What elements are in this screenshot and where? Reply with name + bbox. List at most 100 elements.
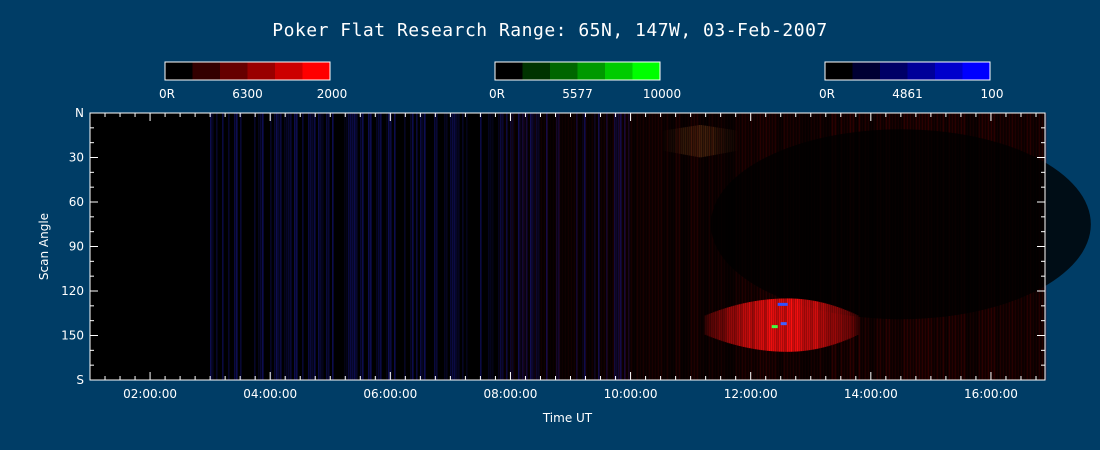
- noise-column: [420, 113, 422, 380]
- red-column: [639, 113, 642, 380]
- noise-column: [404, 113, 406, 380]
- noise-column: [576, 113, 578, 380]
- colorbar-max-label: 100: [981, 87, 1004, 101]
- red-column: [627, 113, 630, 380]
- arc-column: [706, 314, 709, 336]
- x-tick-label: 04:00:00: [243, 387, 297, 401]
- band-column: [684, 127, 687, 155]
- noise-column: [498, 113, 500, 380]
- red-column: [540, 113, 543, 380]
- noise-column: [512, 113, 514, 380]
- arc-column: [758, 300, 761, 350]
- arc-column: [796, 298, 799, 352]
- noise-column: [274, 113, 276, 380]
- noise-column: [284, 113, 286, 380]
- colorbar-max-label: 10000: [643, 87, 681, 101]
- arc-column: [730, 306, 733, 344]
- red-arc: [704, 298, 859, 352]
- arc-column: [800, 299, 803, 352]
- red-column: [558, 113, 561, 380]
- noise-column: [416, 113, 418, 380]
- red-column: [531, 113, 534, 380]
- noise-column: [258, 113, 260, 380]
- colorbar-channel-label: 5577: [562, 87, 593, 101]
- arc-column: [830, 305, 833, 346]
- noise-column: [270, 113, 272, 380]
- arc-column: [710, 312, 713, 338]
- red-column: [609, 113, 612, 380]
- red-column: [702, 113, 705, 380]
- noise-column: [520, 113, 522, 380]
- x-axis-label: Time UT: [542, 411, 593, 425]
- red-column: [690, 113, 693, 380]
- colorbar-swatch: [962, 62, 991, 80]
- x-axis: 02:00:00 04:00:00 06:00:00 08:00:00 10:00:00…: [89, 113, 1037, 401]
- noise-column: [606, 113, 608, 380]
- band-column: [702, 125, 705, 157]
- blue-spot: [777, 302, 788, 306]
- arc-column: [732, 305, 735, 345]
- band-column: [663, 131, 665, 151]
- noise-column: [310, 113, 312, 380]
- arc-column: [820, 302, 823, 348]
- red-column: [699, 113, 702, 380]
- band-column: [718, 127, 721, 155]
- arc-column: [728, 306, 731, 344]
- red-column: [567, 113, 570, 380]
- arc-column: [850, 312, 853, 338]
- arc-column: [776, 298, 779, 352]
- red-column: [597, 113, 600, 380]
- arc-column: [802, 299, 805, 351]
- band-column: [732, 129, 735, 152]
- band-column: [737, 131, 739, 151]
- arc-column: [708, 313, 711, 337]
- colorbar-5577: 0R 5577 10000: [489, 61, 681, 101]
- colorbar-swatch: [550, 62, 578, 80]
- colorbar-6300: 0R 6300 2000: [159, 61, 348, 101]
- red-column: [522, 113, 525, 380]
- noise-column: [522, 113, 524, 380]
- colorbar-channel-label: 6300: [232, 87, 263, 101]
- band-column: [716, 127, 719, 155]
- noise-column: [456, 113, 458, 380]
- noise-column: [488, 113, 490, 380]
- red-column: [510, 113, 513, 380]
- y-tick-label: 150: [61, 329, 84, 343]
- noise-column: [462, 113, 464, 380]
- noise-column: [526, 113, 528, 380]
- red-column: [546, 113, 549, 380]
- red-column: [687, 113, 690, 380]
- colorbar-frame: [824, 61, 991, 81]
- noise-column: [446, 113, 448, 380]
- y-axis: N 30 60 90 120 150 S: [61, 106, 1045, 387]
- red-column: [708, 113, 711, 380]
- red-column: [714, 113, 717, 380]
- arc-column: [734, 305, 737, 345]
- colorbar-swatch: [522, 62, 551, 80]
- noise-column: [350, 113, 352, 380]
- red-column: [594, 113, 597, 380]
- colorbar-min-label: 0R: [489, 87, 505, 101]
- band-column: [712, 126, 715, 156]
- colorbar-max-label: 2000: [317, 87, 348, 101]
- noise-column: [318, 113, 320, 380]
- noise-column: [260, 113, 262, 380]
- red-column: [570, 113, 573, 380]
- band-column: [714, 127, 717, 155]
- red-column: [624, 113, 627, 380]
- noise-column: [362, 113, 364, 380]
- noise-column: [288, 113, 290, 380]
- noise-column: [296, 113, 298, 380]
- red-column: [504, 113, 507, 380]
- arc-column: [724, 308, 727, 343]
- red-column: [513, 113, 516, 380]
- band-column: [692, 125, 695, 157]
- noise-column: [262, 113, 264, 380]
- arc-column: [786, 298, 789, 352]
- arc-column: [764, 299, 767, 351]
- colorbar-swatch: [165, 62, 193, 80]
- red-column: [642, 113, 645, 380]
- noise-column: [280, 113, 282, 380]
- band-column: [674, 128, 677, 153]
- red-column: [657, 113, 660, 380]
